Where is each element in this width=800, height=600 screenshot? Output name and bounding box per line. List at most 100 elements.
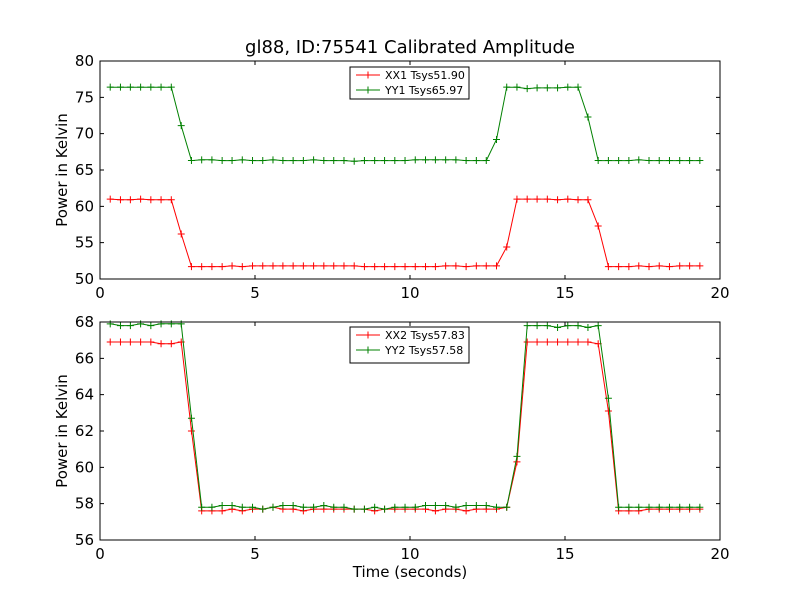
y-tick-label: 70: [75, 125, 94, 143]
data-point: [533, 338, 541, 346]
x-tick-label: 0: [95, 545, 105, 563]
data-point: [381, 157, 389, 165]
data-point: [381, 263, 389, 271]
data-point: [310, 262, 318, 270]
data-point: [492, 262, 500, 270]
y-axis-label: Power in Kelvin: [53, 374, 71, 488]
data-point: [228, 501, 236, 509]
data-point: [564, 195, 572, 203]
bottom-plot: 0 5 10 15 20 56 58 60 62 64 66 68 Power in Kelvin Tim…: [53, 313, 730, 581]
data-point: [523, 338, 531, 346]
data-point: [187, 427, 195, 435]
data-point: [431, 156, 439, 164]
data-point: [503, 503, 511, 511]
y-tick-label: 75: [75, 88, 94, 106]
data-point: [442, 262, 450, 270]
y-axis-label: Power in Kelvin: [53, 113, 71, 227]
data-point: [340, 503, 348, 511]
data-point: [259, 157, 267, 165]
x-tick-label: 5: [250, 545, 260, 563]
data-point: [350, 262, 358, 270]
data-point: [167, 320, 175, 328]
legend-label: YY2 Tsys57.58: [384, 344, 463, 357]
data-point: [299, 503, 307, 511]
legend-swatch: [356, 346, 380, 354]
top-plot: 0 5 10 15 20 50 55 60 65 70 75 80 Power in Kelvin XX1…: [53, 52, 730, 302]
legend: XX1 Tsys51.90 YY1 Tsys65.97: [349, 66, 470, 100]
x-tick-label: 5: [250, 284, 260, 302]
legend-swatch: [356, 86, 380, 94]
data-point: [625, 263, 633, 271]
y-tick-label: 60: [75, 458, 94, 476]
data-point: [157, 196, 165, 204]
data-point: [604, 157, 612, 165]
data-point: [686, 157, 694, 165]
data-point: [350, 505, 358, 513]
data-point: [330, 157, 338, 165]
data-point: [574, 338, 582, 346]
data-point: [137, 83, 145, 91]
data-point: [625, 157, 633, 165]
series-yy-1: [106, 83, 704, 165]
data-point: [472, 262, 480, 270]
legend: XX2 Tsys57.83 YY2 Tsys57.58: [349, 326, 470, 364]
data-point: [411, 156, 419, 164]
legend-label: YY1 Tsys65.97: [384, 84, 463, 97]
data-point: [635, 156, 643, 164]
data-point: [198, 156, 206, 164]
data-point: [401, 503, 409, 511]
data-point: [116, 196, 124, 204]
data-point: [533, 322, 541, 330]
data-point: [320, 501, 328, 509]
data-point: [584, 323, 592, 331]
data-point: [147, 196, 155, 204]
data-point: [126, 338, 134, 346]
data-point: [422, 501, 429, 509]
data-point: [655, 503, 663, 511]
data-point: [401, 157, 409, 165]
data-point: [249, 157, 257, 165]
data-point: [543, 195, 551, 203]
x-tick-label: 0: [95, 284, 105, 302]
data-point: [116, 322, 124, 330]
data-point: [492, 135, 500, 143]
data-point: [665, 263, 673, 271]
data-point: [442, 501, 450, 509]
series-xx-1: [106, 195, 704, 271]
data-point: [381, 505, 389, 513]
data-point: [574, 196, 582, 204]
data-point: [106, 320, 114, 328]
data-point: [279, 501, 287, 509]
data-point: [655, 157, 663, 165]
data-point: [452, 262, 460, 270]
data-point: [645, 263, 653, 271]
data-point: [615, 263, 623, 271]
data-point: [696, 262, 704, 270]
data-point: [442, 156, 450, 164]
data-point: [676, 157, 684, 165]
data-point: [371, 503, 379, 511]
data-point: [676, 503, 684, 511]
data-point: [137, 320, 145, 328]
data-point: [137, 338, 145, 346]
data-point: [340, 262, 348, 270]
data-point: [482, 501, 490, 509]
data-point: [330, 262, 338, 270]
data-point: [167, 340, 175, 348]
data-point: [177, 122, 185, 130]
data-point: [371, 157, 379, 165]
y-tick-label: 65: [75, 161, 94, 179]
data-point: [676, 262, 684, 270]
data-point: [686, 262, 694, 270]
data-point: [126, 196, 134, 204]
data-point: [320, 262, 328, 270]
data-point: [655, 262, 663, 270]
y-tick-label: 80: [75, 52, 94, 70]
y-tick-label: 55: [75, 234, 94, 252]
data-point: [665, 503, 673, 511]
y-tick-label: 62: [75, 422, 94, 440]
data-point: [523, 195, 531, 203]
data-point: [482, 157, 490, 165]
data-point: [665, 157, 673, 165]
